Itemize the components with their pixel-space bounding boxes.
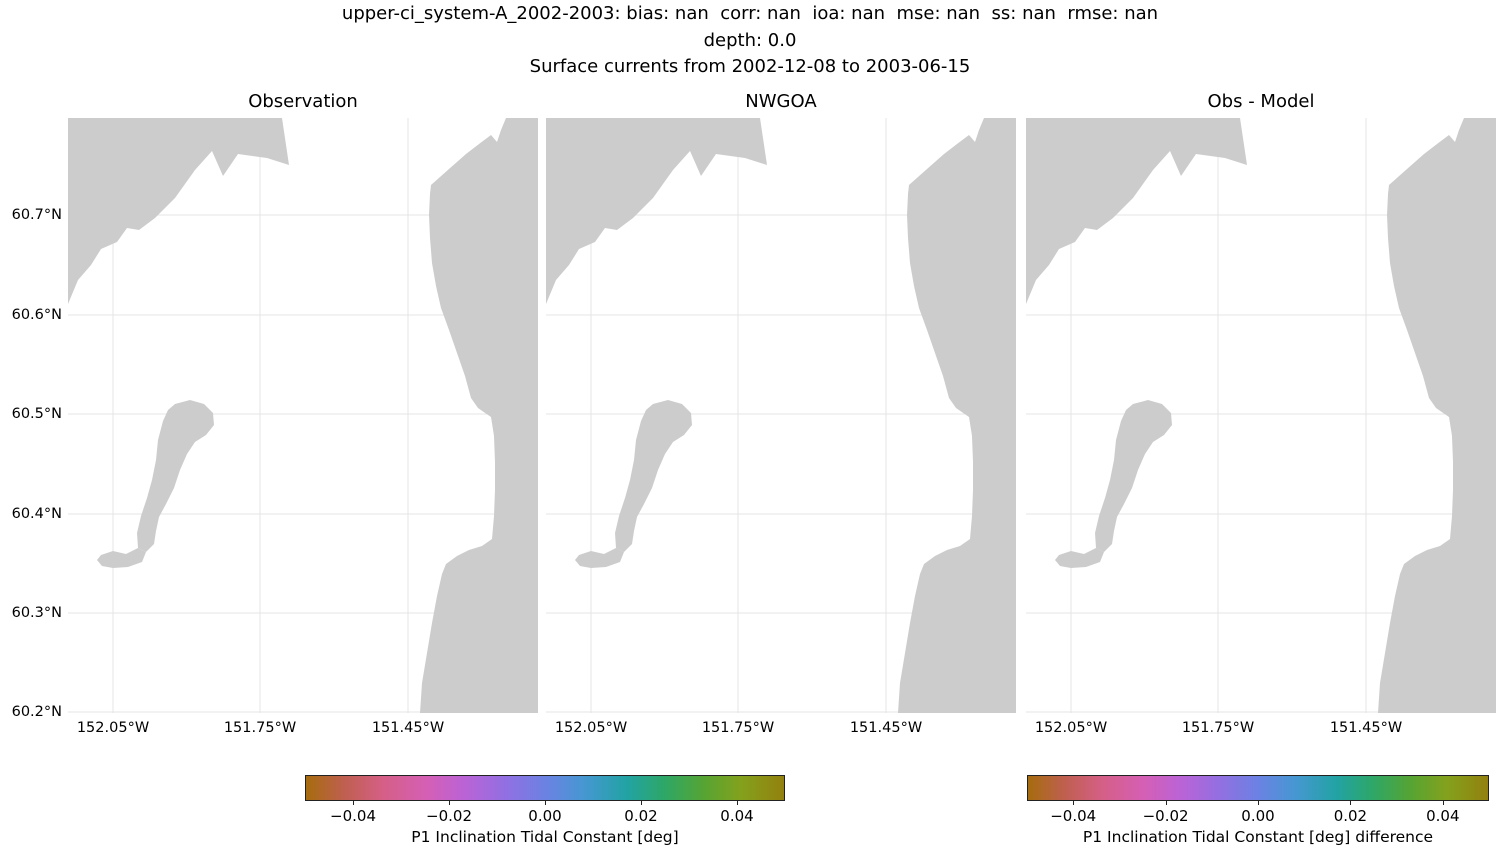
y-axis-tick-label: 60.3°N [11,605,62,621]
colorbar-tick-label: −0.04 [1050,807,1097,825]
colorbar-tick-label: −0.04 [330,807,376,825]
x-axis-ticks-obs-model: 152.05°W 151.75°W 151.45°W [1026,718,1496,738]
colorbar-tick-label: 0.02 [1333,807,1368,825]
colorbar-difference: −0.04 −0.02 0.00 0.02 0.04 P1 Inclinatio… [1027,775,1489,850]
colorbar-tick-label: −0.02 [1142,807,1189,825]
colorbar-tick-label: 0.02 [624,807,658,825]
colorbar-label-difference: P1 Inclination Tidal Constant [deg] diff… [1082,828,1434,846]
colorbar-tick-label: −0.02 [426,807,472,825]
panel-title-nwgoa: NWGOA [745,91,817,112]
x-axis-tick-label: 152.05°W [1034,720,1108,736]
panel-nwgoa [546,118,1016,713]
panel-title-obs-model: Obs - Model [1207,91,1315,112]
land-masses [1026,118,1496,713]
x-axis-tick-label: 151.75°W [223,720,297,736]
colorbar-gradient-main [305,775,785,801]
y-axis-tick-label: 60.2°N [11,704,62,720]
colorbar-tick-label: 0.00 [1241,807,1275,825]
x-axis-tick-label: 151.75°W [701,720,775,736]
panel-observation [68,118,538,713]
colorbar-main: −0.04 −0.02 0.00 0.02 0.04 P1 Inclinatio… [305,775,785,850]
x-axis-tick-label: 152.05°W [76,720,150,736]
colorbar-tick-label: 0.04 [720,807,754,825]
y-axis-tick-label: 60.5°N [11,406,62,422]
panel-obs-model [1026,118,1496,713]
x-axis-tick-label: 151.45°W [849,720,923,736]
land-masses [68,118,538,713]
x-axis-tick-label: 152.05°W [554,720,628,736]
y-axis-tick-label: 60.6°N [11,307,62,323]
panel-title-observation: Observation [248,91,358,112]
x-axis-tick-label: 151.45°W [1329,720,1403,736]
x-axis-ticks-observation: 152.05°W 151.75°W 151.45°W [68,718,538,738]
figure-title-daterange: Surface currents from 2002-12-08 to 2003… [529,56,971,77]
map-observation [68,118,538,713]
y-axis-tick-label: 60.7°N [11,207,62,223]
figure-title-stats: upper-ci_system-A_2002-2003: bias: nan c… [341,3,1159,24]
figure-title-depth: depth: 0.0 [703,30,797,51]
land-masses [546,118,1016,713]
y-axis-tick-label: 60.4°N [11,506,62,522]
map-obs-model [1026,118,1496,713]
colorbar-tick-label: 0.00 [528,807,562,825]
x-axis-ticks-nwgoa: 152.05°W 151.75°W 151.45°W [546,718,1016,738]
x-axis-tick-label: 151.45°W [371,720,445,736]
map-nwgoa [546,118,1016,713]
colorbar-gradient-difference [1027,775,1489,801]
colorbar-label-main: P1 Inclination Tidal Constant [deg] [411,828,679,846]
colorbar-tick-label: 0.04 [1426,807,1460,825]
x-axis-tick-label: 151.75°W [1181,720,1255,736]
